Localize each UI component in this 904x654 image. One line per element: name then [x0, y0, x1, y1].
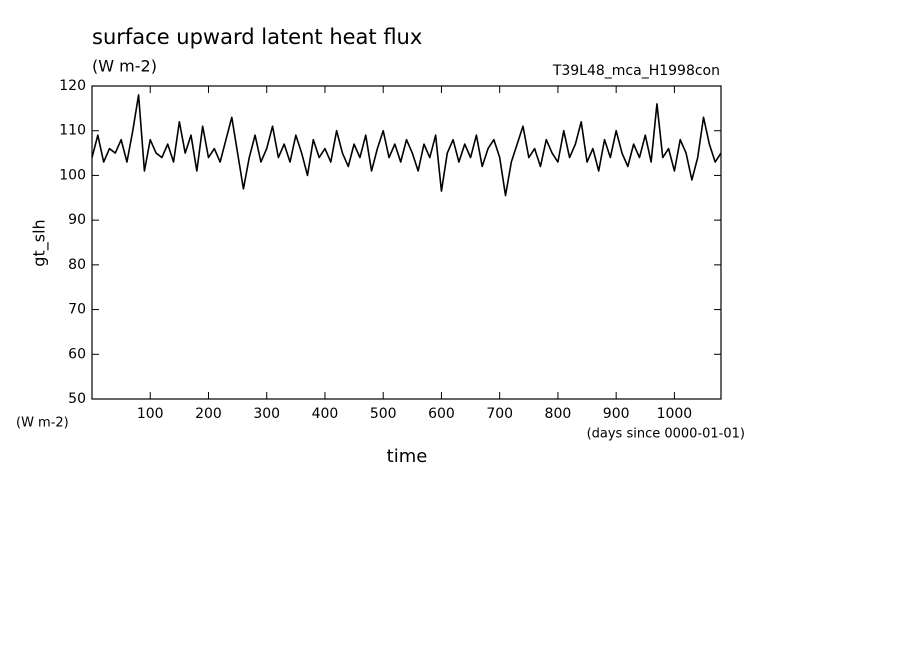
y-tick-label: 110	[59, 123, 86, 139]
data-line	[91, 94, 722, 197]
x-tick-label: 600	[428, 406, 455, 422]
y-tick-label: 70	[68, 302, 86, 318]
y-tick-label: 60	[68, 346, 86, 362]
y-tick-label: 50	[68, 391, 86, 407]
y-unit-label: (W m-2)	[16, 416, 69, 431]
chart-title: surface upward latent heat flux	[92, 25, 422, 49]
x-tick-label: 800	[545, 406, 572, 422]
y-tick-label: 90	[68, 212, 86, 228]
chart-subtitle: (W m-2)	[92, 57, 157, 76]
x-tick-label: 1000	[657, 406, 693, 422]
x-tick-label: 200	[195, 406, 222, 422]
x-unit-label: (days since 0000-01-01)	[587, 427, 745, 442]
x-tick-label: 300	[253, 406, 280, 422]
y-axis-label: gt_slh	[30, 219, 50, 266]
x-tick-label: 700	[486, 406, 513, 422]
y-tick-label: 120	[59, 78, 86, 94]
x-tick-label: 500	[370, 406, 397, 422]
run-label: T39L48_mca_H1998con	[552, 63, 720, 79]
y-tick-label: 80	[68, 257, 86, 273]
y-tick-label: 100	[59, 167, 86, 183]
x-tick-label: 100	[137, 406, 164, 422]
x-tick-label: 900	[603, 406, 630, 422]
plot-frame	[91, 85, 722, 400]
x-axis-label: time	[387, 446, 428, 467]
x-tick-label: 400	[312, 406, 339, 422]
